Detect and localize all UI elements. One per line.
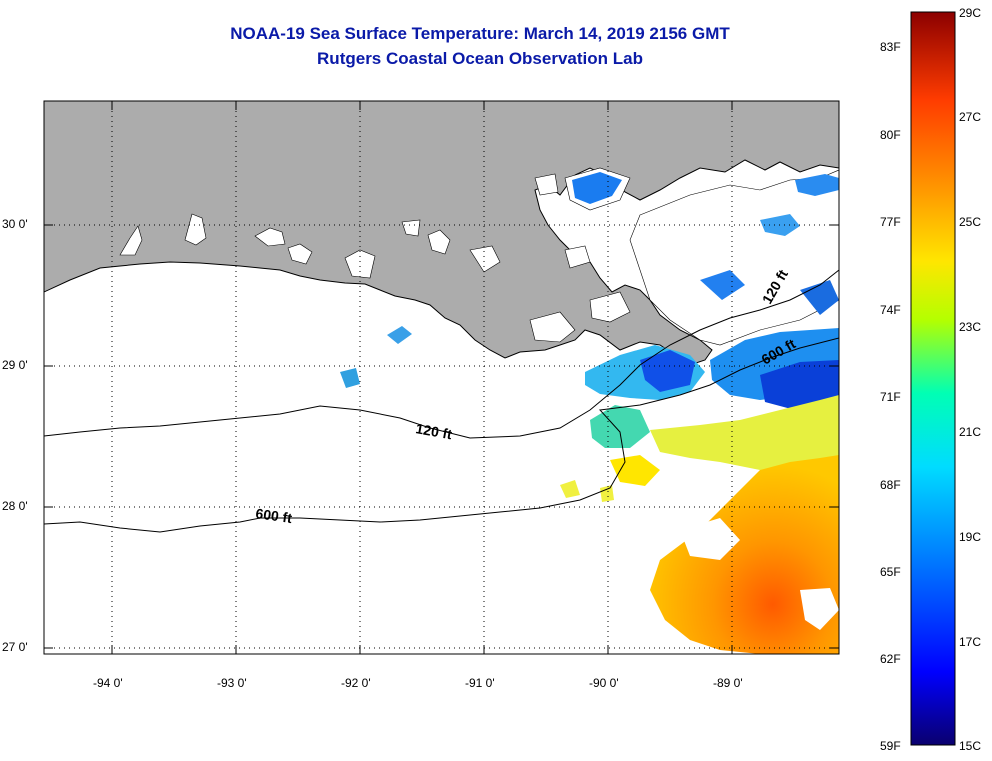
lat-label: 27 0' (2, 640, 28, 654)
colorbar (910, 11, 956, 746)
lon-label: -91 0' (465, 676, 495, 690)
lon-label: -90 0' (589, 676, 619, 690)
colorbar-f-label: 62F (880, 652, 901, 666)
lat-label: 30 0' (2, 217, 28, 231)
colorbar-f-label: 77F (880, 215, 901, 229)
isobath-label-120-west: 120 ft (414, 420, 453, 442)
colorbar-f-label: 80F (880, 128, 901, 142)
colorbar-f-label: 65F (880, 565, 901, 579)
lon-label: -93 0' (217, 676, 247, 690)
colorbar-c-label: 21C (959, 425, 982, 439)
lat-label: 29 0' (2, 358, 28, 372)
isobath-lines (44, 269, 839, 533)
map-frame (43, 100, 840, 655)
colorbar-f-label: 68F (880, 478, 901, 492)
colorbar-c-label: 29C (959, 6, 982, 20)
colorbar-f-label: 83F (880, 40, 901, 54)
lat-label: 28 0' (2, 499, 28, 513)
nearshore-sst-patches (340, 172, 839, 388)
colorbar-c-label: 19C (959, 530, 982, 544)
offshore-sst-field (560, 328, 839, 654)
map-title: NOAA-19 Sea Surface Temperature: March 1… (230, 24, 730, 43)
colorbar-c-label: 17C (959, 635, 982, 649)
graticule (44, 101, 839, 654)
colorbar-f-label: 59F (880, 739, 901, 753)
colorbar-c-label: 23C (959, 320, 982, 334)
colorbar-c-label: 27C (959, 110, 982, 124)
colorbar-f-label: 71F (880, 390, 901, 404)
isobath-label-600-west: 600 ft (255, 505, 294, 526)
colorbar-c-label: 15C (959, 739, 982, 753)
map-subtitle: Rutgers Coastal Ocean Observation Lab (317, 49, 643, 68)
lon-label: -92 0' (341, 676, 371, 690)
colorbar-c-label: 25C (959, 215, 982, 229)
frame-ticks (44, 101, 839, 654)
lon-label: -89 0' (713, 676, 743, 690)
colorbar-f-label: 74F (880, 303, 901, 317)
lon-label: -94 0' (93, 676, 123, 690)
